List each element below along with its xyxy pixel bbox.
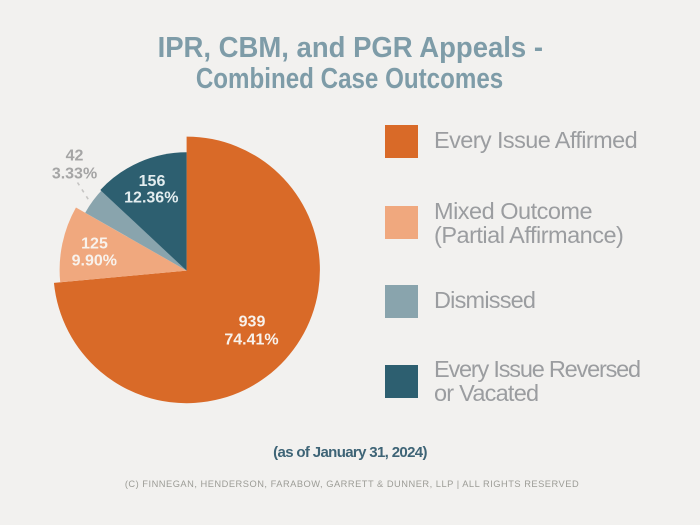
svg-text:3.33%: 3.33% xyxy=(52,166,97,183)
svg-text:9.90%: 9.90% xyxy=(72,253,117,270)
svg-text:74.41%: 74.41% xyxy=(224,332,278,349)
svg-text:125: 125 xyxy=(81,236,108,253)
svg-text:156: 156 xyxy=(139,173,166,190)
svg-text:939: 939 xyxy=(239,314,266,331)
svg-text:12.36%: 12.36% xyxy=(124,190,178,207)
svg-text:42: 42 xyxy=(66,148,84,165)
